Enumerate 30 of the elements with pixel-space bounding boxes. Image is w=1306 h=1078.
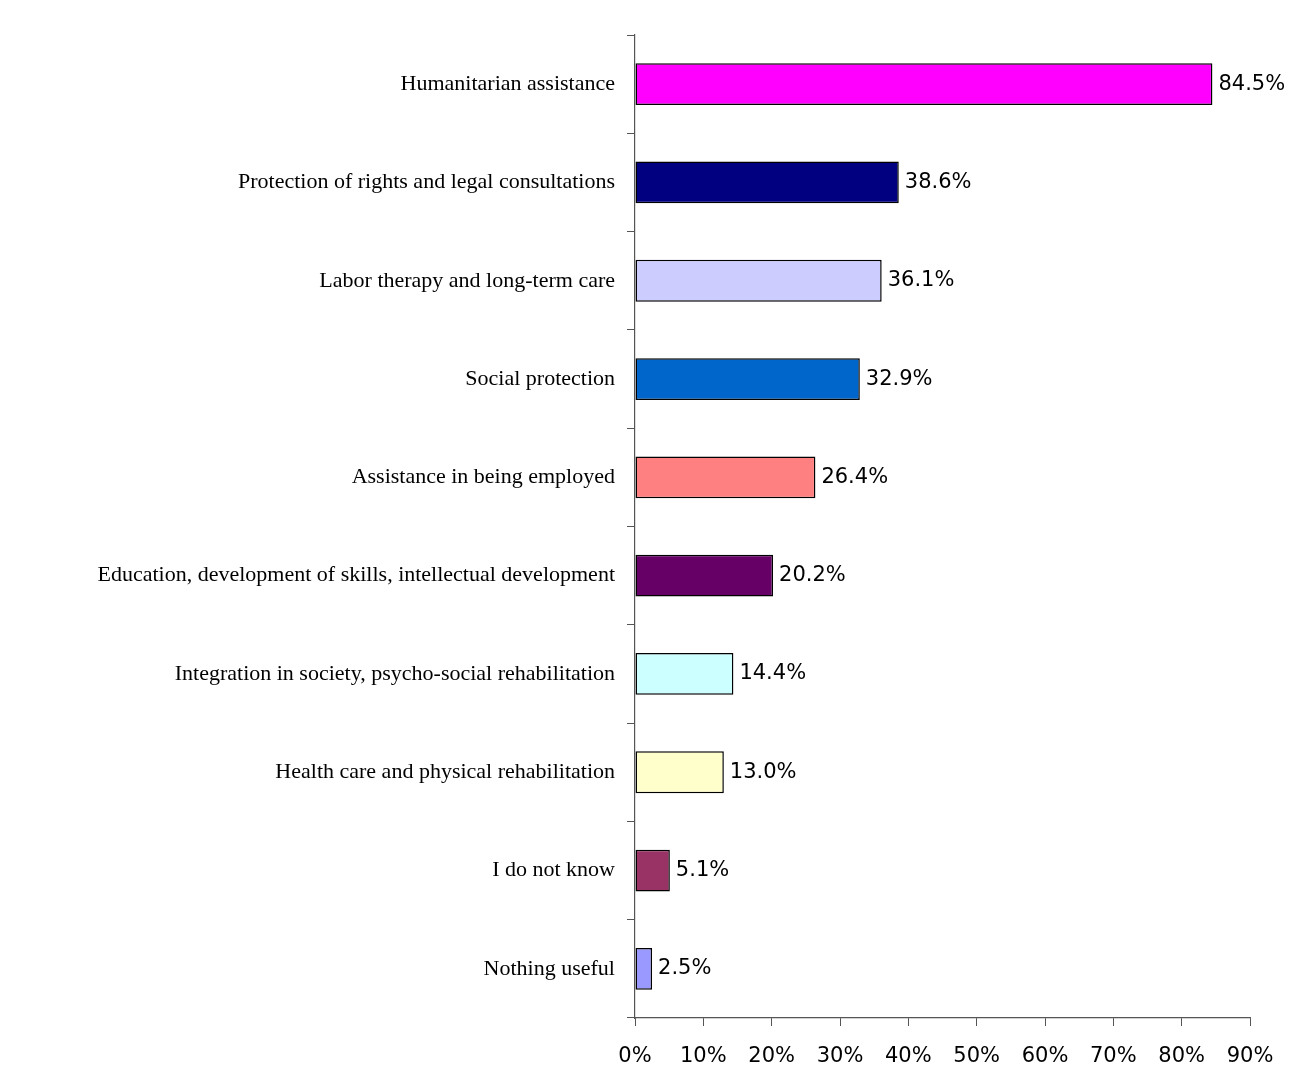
data-label: 26.4% — [821, 463, 889, 488]
x-tick-label: 10% — [679, 1043, 727, 1068]
x-tick-label: 60% — [1021, 1043, 1069, 1068]
y-tick-label: Integration in society, psycho-social rehabilitation — [174, 659, 615, 685]
data-label: 13.0% — [729, 758, 797, 783]
x-tick-label: 90% — [1226, 1043, 1274, 1068]
data-label: 14.4% — [739, 660, 807, 685]
y-tick-label: Health care and physical rehabilitation — [275, 758, 615, 784]
x-tick-label: 20% — [748, 1043, 796, 1068]
data-label: 38.6% — [904, 168, 972, 193]
data-label: 5.1% — [675, 857, 730, 881]
y-tick-label: I do not know — [492, 856, 616, 882]
x-tick-label: 50% — [953, 1043, 1001, 1068]
x-tick-label: 30% — [816, 1043, 864, 1068]
data-label: 36.1% — [887, 267, 955, 292]
data-label: 84.5% — [1218, 70, 1286, 95]
data-label: 20.2% — [779, 562, 846, 587]
x-tick-label: 40% — [884, 1043, 932, 1068]
y-tick-label: Humanitarian assistance — [400, 69, 615, 95]
y-tick-label: Education, development of skills, intellectual development — [97, 561, 615, 587]
y-tick-label: Assistance in being employed — [351, 463, 615, 489]
y-tick-label: Labor therapy and long-term care — [319, 266, 615, 292]
x-tick-label: 70% — [1089, 1043, 1137, 1068]
y-tick-label: Protection of rights and legal consultations — [238, 168, 615, 194]
x-tick-label: 0% — [618, 1043, 652, 1068]
data-label: 32.9% — [865, 365, 933, 390]
y-tick-label: Nothing useful — [483, 954, 615, 980]
data-label: 2.5% — [658, 955, 712, 980]
y-tick-label: Social protection — [465, 364, 615, 390]
x-tick-label: 80% — [1158, 1043, 1206, 1068]
